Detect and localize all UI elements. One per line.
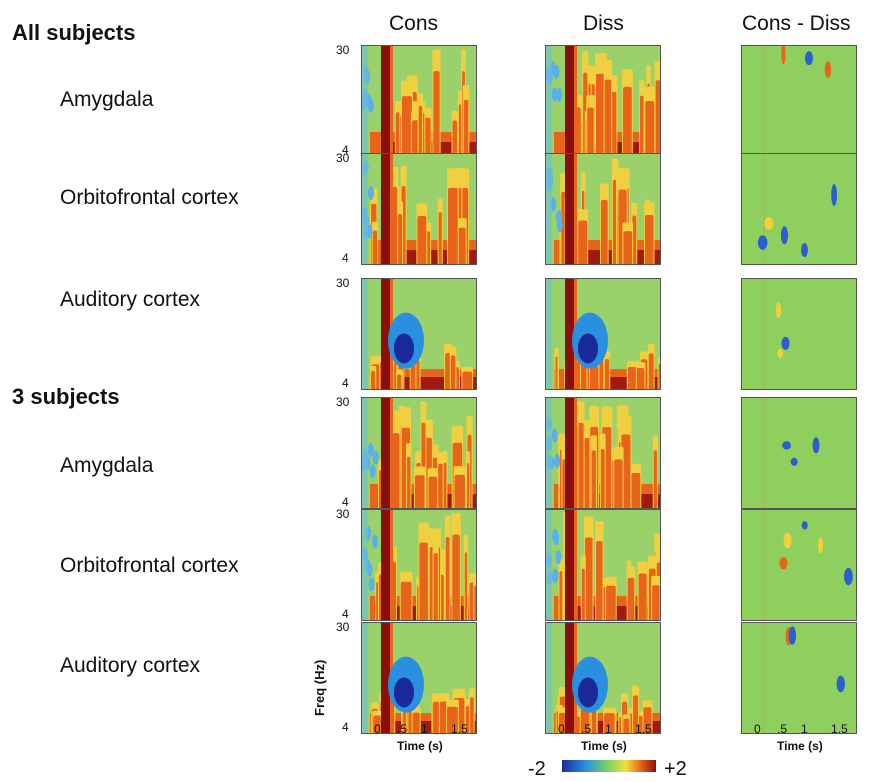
freq-tick-bottom: 4 [342, 607, 349, 621]
colorbar-max-label: +2 [664, 758, 687, 780]
freq-tick-top: 30 [336, 151, 350, 165]
heatmap-diff-row-4 [741, 397, 857, 509]
time-tick-label: 1 [605, 722, 612, 736]
freq-tick-bottom: 4 [342, 495, 349, 509]
heatmap-cons-row-2 [361, 153, 477, 265]
heatmap-cons-row-6 [361, 622, 477, 734]
heatmap-cons-row-1 [361, 45, 477, 157]
column-title-cons-minus-diss: Cons - Diss [742, 12, 851, 35]
heatmap-diff-row-5 [741, 509, 857, 621]
group-title-all-subjects: All subjects [12, 20, 136, 45]
time-tick-label: 1 [421, 722, 428, 736]
freq-tick-bottom: 4 [342, 251, 349, 265]
region-label-orbitofrontal: Orbitofrontal cortex [60, 186, 239, 209]
freq-tick-top: 30 [336, 276, 350, 290]
heatmap-cons-row-5 [361, 509, 477, 621]
colorbar-min-label: -2 [528, 758, 546, 780]
heatmap-diff-row-6 [741, 622, 857, 734]
region-label-amygdala: Amygdala [60, 454, 154, 477]
heatmap-diff-row-1 [741, 45, 857, 157]
time-axis-label: Time (s) [581, 739, 627, 753]
time-tick-label: 1.5 [635, 722, 652, 736]
time-tick-label: 1.5 [451, 722, 468, 736]
group-title-3-subjects: 3 subjects [12, 384, 120, 409]
time-tick-label: .5 [581, 722, 592, 736]
time-tick-label: 0 [558, 722, 565, 736]
time-tick-label: 0 [374, 722, 381, 736]
heatmap-diss-row-5 [545, 509, 661, 621]
time-axis-label: Time (s) [777, 739, 823, 753]
time-tick-label: 0 [754, 722, 761, 736]
freq-tick-bottom: 4 [342, 143, 349, 157]
colorbar [562, 759, 656, 772]
heatmap-diss-row-3 [545, 278, 661, 390]
heatmap-diss-row-4 [545, 397, 661, 509]
time-tick-label: 1 [801, 722, 808, 736]
freq-tick-top: 30 [336, 395, 350, 409]
time-tick-label: .5 [397, 722, 408, 736]
colorbar-gradient [562, 760, 656, 772]
column-title-cons: Cons [389, 12, 439, 35]
freq-tick-top: 30 [336, 43, 350, 57]
freq-tick-bottom: 4 [342, 376, 349, 390]
heatmap-diss-row-6 [545, 622, 661, 734]
freq-tick-top: 30 [336, 620, 350, 634]
region-label-auditory: Auditory cortex [60, 288, 201, 311]
region-label-auditory: Auditory cortex [60, 654, 201, 677]
time-tick-label: 1.5 [831, 722, 848, 736]
time-tick-label: .5 [777, 722, 788, 736]
heatmap-diff-row-2 [741, 153, 857, 265]
freq-tick-top: 30 [336, 507, 350, 521]
column-title-diss: Diss [583, 12, 624, 35]
heatmap-diss-row-2 [545, 153, 661, 265]
freq-tick-bottom: 4 [342, 720, 349, 734]
region-label-orbitofrontal: Orbitofrontal cortex [60, 554, 239, 577]
heatmap-cons-row-4 [361, 397, 477, 509]
heatmap-diss-row-1 [545, 45, 661, 157]
heatmap-cons-row-3 [361, 278, 477, 390]
freq-axis-label: Freq (Hz) [312, 659, 327, 716]
time-axis-label: Time (s) [397, 739, 443, 753]
region-label-amygdala: Amygdala [60, 88, 154, 111]
heatmap-diff-row-3 [741, 278, 857, 390]
